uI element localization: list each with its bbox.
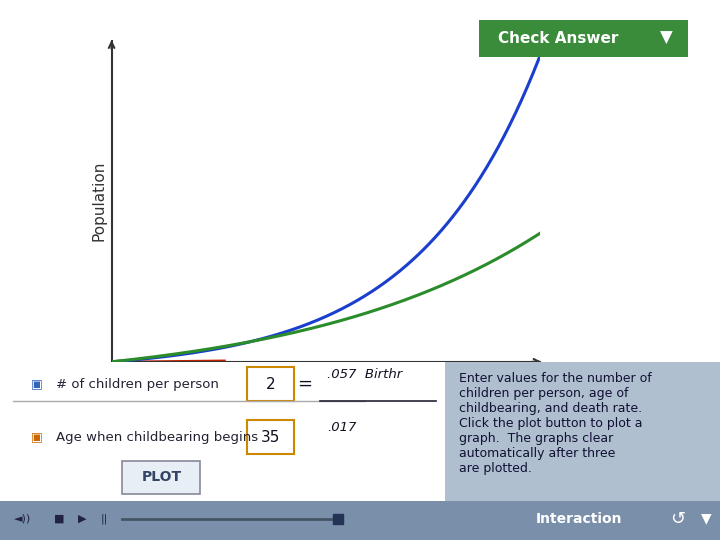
Text: ▣: ▣ — [31, 430, 43, 443]
Text: ▣: ▣ — [31, 377, 43, 390]
Text: # of children per person: # of children per person — [55, 377, 218, 390]
Text: 2: 2 — [266, 376, 275, 392]
Text: =: = — [297, 375, 312, 393]
Text: ■: ■ — [54, 514, 65, 524]
Text: ▼: ▼ — [701, 511, 711, 525]
Text: .017: .017 — [327, 421, 356, 434]
Text: .057  Birthr: .057 Birthr — [327, 368, 402, 381]
Text: ↺: ↺ — [670, 510, 685, 528]
Text: 35: 35 — [261, 429, 280, 444]
Text: PLOT: PLOT — [141, 470, 181, 484]
FancyBboxPatch shape — [122, 461, 200, 494]
Text: ▶: ▶ — [78, 514, 86, 524]
Y-axis label: Population: Population — [91, 161, 106, 241]
Text: ▼: ▼ — [660, 29, 673, 48]
Text: Check Answer: Check Answer — [498, 31, 618, 46]
Text: Interaction: Interaction — [536, 511, 622, 525]
Text: Enter values for the number of
children per person, age of
childbearing, and dea: Enter values for the number of children … — [459, 372, 652, 475]
Text: ||: || — [101, 514, 108, 524]
FancyBboxPatch shape — [247, 367, 294, 401]
FancyBboxPatch shape — [247, 420, 294, 454]
Text: Time: Time — [520, 378, 557, 393]
Text: Age when childbearing begins: Age when childbearing begins — [55, 430, 258, 443]
Text: ◄)): ◄)) — [14, 514, 32, 524]
